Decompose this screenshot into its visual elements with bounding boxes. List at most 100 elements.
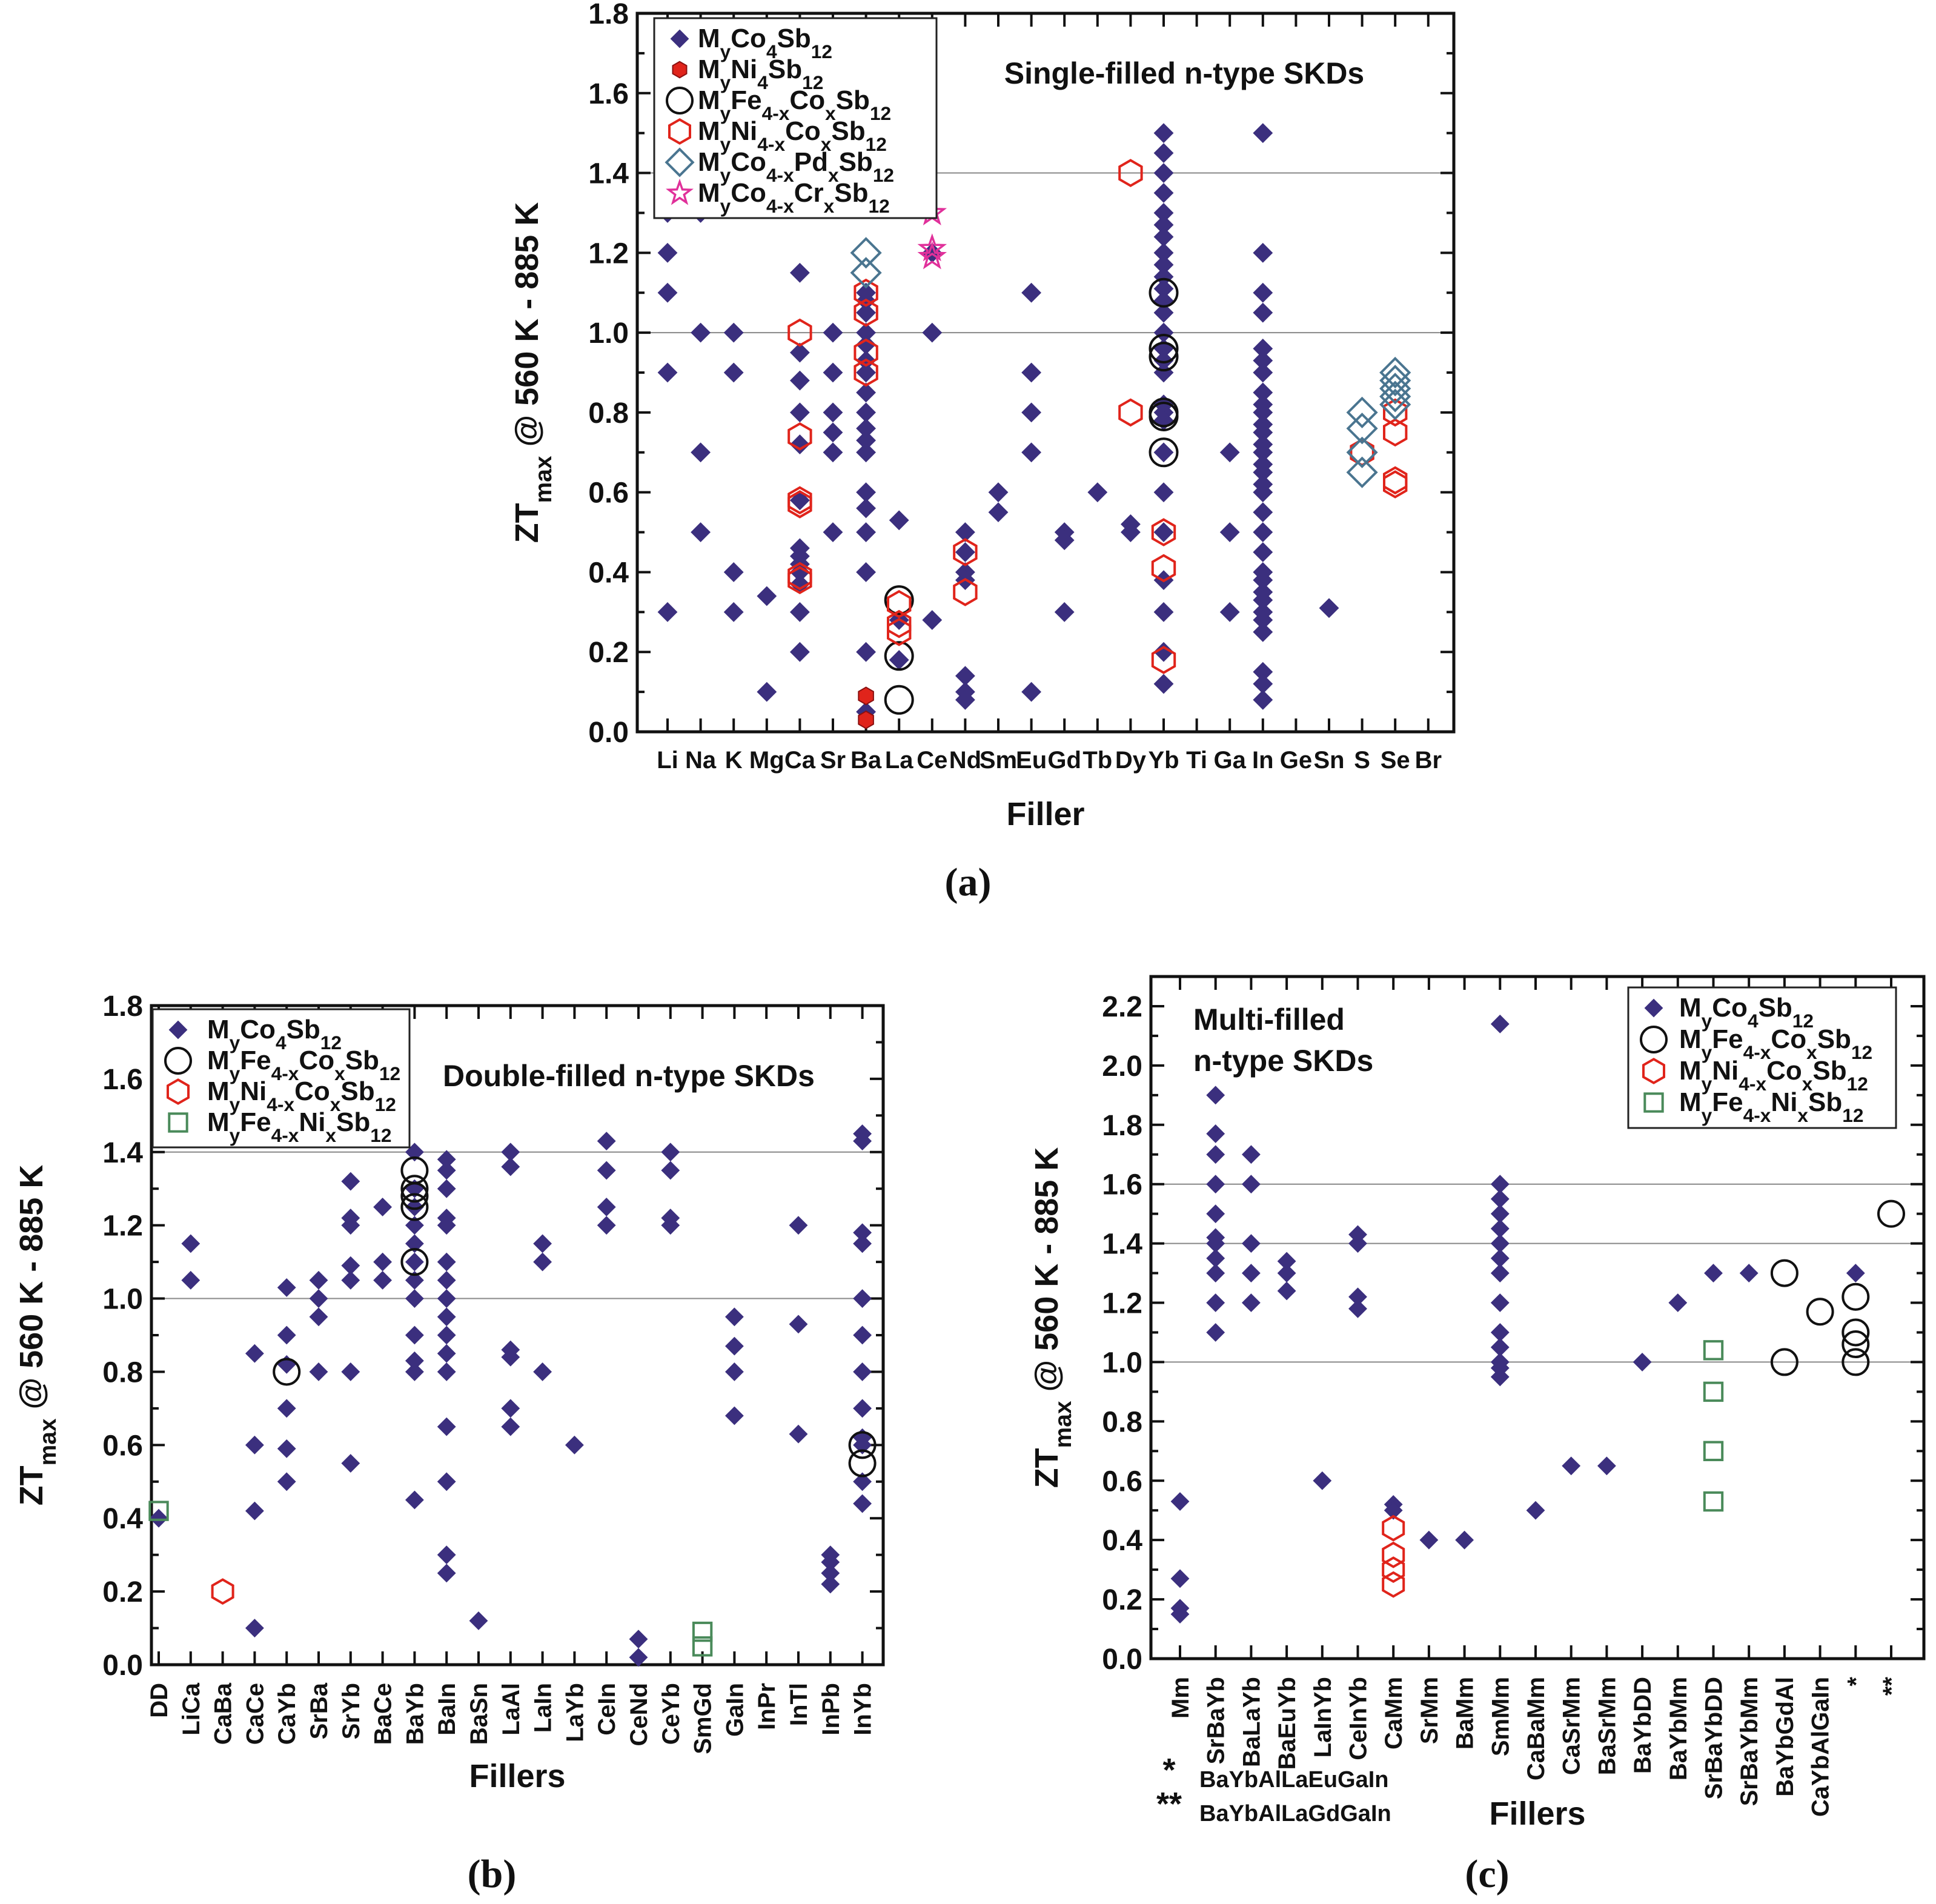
data-point	[1490, 1014, 1510, 1033]
data-point	[1384, 1501, 1403, 1520]
data-point	[1319, 598, 1339, 619]
legend-entry-label: MyCo4Sb12	[207, 1015, 342, 1053]
x-tick-label: CaMm	[1381, 1677, 1407, 1750]
y-axis-title: ZTmax @ 560 K - 885 K	[509, 202, 557, 543]
data-point	[1206, 1204, 1225, 1224]
data-point	[1241, 1234, 1261, 1253]
data-point	[1703, 1491, 1724, 1512]
data-point	[853, 1435, 872, 1455]
data-point	[856, 562, 877, 582]
legend-marker	[168, 1112, 188, 1133]
x-tick-label: Ge	[1280, 747, 1312, 774]
data-point	[853, 1234, 872, 1253]
legend-marker	[1642, 1058, 1665, 1084]
data-point	[917, 233, 947, 262]
x-tick-label: K	[725, 747, 743, 774]
data-point	[1383, 418, 1408, 447]
y-tick-label: 0.6	[102, 1430, 143, 1462]
plot-frame	[1149, 975, 1926, 1660]
data-point	[853, 1362, 872, 1381]
series-square	[1703, 1340, 1724, 1512]
data-point	[1153, 163, 1174, 183]
data-point	[854, 358, 878, 387]
data-point	[823, 362, 843, 383]
data-point	[1846, 1264, 1865, 1282]
data-point	[1054, 602, 1075, 622]
y-tick-label: 0.4	[1102, 1525, 1142, 1557]
data-point	[757, 682, 777, 702]
x-tick-label: Tb	[1082, 747, 1112, 774]
legend-box	[653, 17, 938, 219]
data-point	[887, 617, 912, 646]
x-tick-label: BaSrMm	[1594, 1677, 1620, 1775]
data-point	[853, 1494, 872, 1513]
y-tick-label: 1.4	[102, 1137, 143, 1169]
legend-entry-label: MyFe4-xCoxSb12	[207, 1046, 400, 1084]
data-point	[1253, 689, 1273, 710]
data-point	[309, 1270, 328, 1290]
x-tick-label: GaIn	[721, 1683, 748, 1737]
x-tick-label: CaYb	[274, 1683, 300, 1745]
data-point	[1153, 482, 1174, 503]
data-point	[789, 642, 810, 662]
x-tick-label: Sr	[820, 747, 846, 774]
x-tick-label: CeNd	[626, 1683, 652, 1746]
data-point	[854, 338, 878, 367]
x-tick-label: Sn	[1313, 747, 1344, 774]
x-tick-label: CaBaMm	[1523, 1677, 1550, 1780]
data-point	[789, 1424, 808, 1444]
data-point	[181, 1270, 201, 1290]
data-point	[724, 1362, 744, 1381]
data-point	[1149, 333, 1179, 363]
data-point	[854, 278, 878, 307]
data-point	[1379, 373, 1411, 405]
data-point	[245, 1435, 264, 1455]
legend-entry-label: MyFe4-xCoxSb12	[1679, 1024, 1872, 1063]
data-point	[309, 1307, 328, 1327]
data-point	[245, 1501, 264, 1521]
data-point	[1206, 1175, 1225, 1194]
x-tick-label: LaAl	[498, 1683, 525, 1736]
legend-marker	[666, 87, 694, 114]
data-point	[856, 442, 877, 463]
legend-marker	[1644, 998, 1663, 1018]
x-tick-label: DD	[146, 1683, 173, 1718]
data-point	[955, 542, 975, 562]
x-tick-label: Se	[1381, 747, 1410, 774]
data-point	[1382, 1541, 1405, 1568]
data-point	[691, 322, 711, 343]
footnote-text: BaYbAlLaGdGaIn	[1199, 1801, 1391, 1826]
data-point	[1151, 518, 1176, 546]
data-point	[887, 609, 912, 639]
data-point	[533, 1362, 552, 1381]
x-tick-label: InYb	[850, 1683, 877, 1736]
y-axis-title: ZTmax @ 560 K - 885 K	[13, 1165, 61, 1506]
y-tick-label: 0.6	[588, 477, 629, 509]
x-tick-label: SrMm	[1416, 1677, 1443, 1744]
data-point	[955, 689, 975, 710]
data-point	[1153, 522, 1174, 542]
x-tick-label: BaYb	[402, 1683, 428, 1745]
x-tick-label: BaEuYb	[1274, 1677, 1301, 1770]
data-point	[1346, 456, 1378, 488]
data-point	[787, 562, 812, 591]
data-point	[789, 402, 810, 423]
data-point	[1842, 1282, 1870, 1311]
y-tick-label: 1.6	[1102, 1169, 1142, 1201]
x-tick-label: SrBaYbMm	[1736, 1677, 1763, 1806]
data-point	[1170, 1569, 1190, 1588]
panel-title-line: n-type SKDs	[1193, 1044, 1373, 1078]
y-tick-label: 0.8	[588, 397, 629, 430]
data-point	[789, 262, 810, 283]
data-point	[277, 1325, 296, 1345]
x-tick-label: Br	[1415, 747, 1442, 774]
data-point	[1346, 436, 1378, 468]
x-axis-title: Filler	[1006, 796, 1084, 832]
data-point	[1383, 470, 1408, 499]
x-tick-label: CaBa	[210, 1682, 237, 1745]
data-point	[1153, 302, 1174, 323]
data-point	[437, 1325, 456, 1345]
data-point	[1455, 1530, 1474, 1550]
legend-marker	[670, 29, 689, 48]
